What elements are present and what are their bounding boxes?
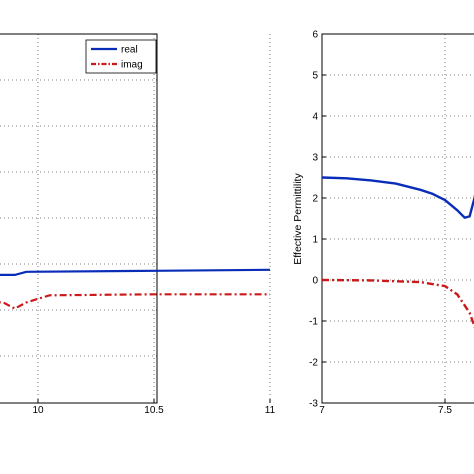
right-x-tick-label: 7.5 — [438, 405, 452, 416]
right-y-tick-label: 1 — [312, 235, 318, 246]
right-plot-frame — [321, 33, 474, 404]
right-y-tick-label: 2 — [312, 194, 318, 205]
right-y-tick-label: 3 — [312, 153, 318, 164]
right-y-tick-label: 6 — [312, 30, 318, 41]
right-y-tick-label: 5 — [312, 71, 318, 82]
legend-box — [85, 39, 157, 74]
left-x-tick-label: 10 — [32, 405, 44, 416]
left-chart-panel: 10 10.5 11 real imag — [0, 33, 276, 416]
left-series-imag — [0, 293, 270, 310]
right-y-tick-label: -1 — [309, 317, 318, 328]
right-y-tick-label: -2 — [309, 358, 318, 369]
right-y-tick-label: 0 — [312, 276, 318, 287]
left-plot-frame — [0, 33, 158, 404]
left-legend: real imag — [85, 39, 157, 74]
right-x-tick-label: 7 — [319, 405, 325, 416]
right-y-axis-label: Effective Permittility — [292, 173, 304, 265]
left-series-real — [0, 268, 271, 276]
left-x-tick-label: 10.5 — [144, 405, 164, 416]
right-y-tick-label: -3 — [309, 399, 318, 410]
legend-label-imag: imag — [121, 60, 143, 71]
right-y-tick-label: 4 — [312, 112, 318, 123]
left-x-tick-label: 11 — [265, 405, 276, 416]
legend-label-real: real — [121, 45, 138, 56]
right-series-blue — [321, 176, 474, 219]
right-series-red — [321, 278, 474, 329]
